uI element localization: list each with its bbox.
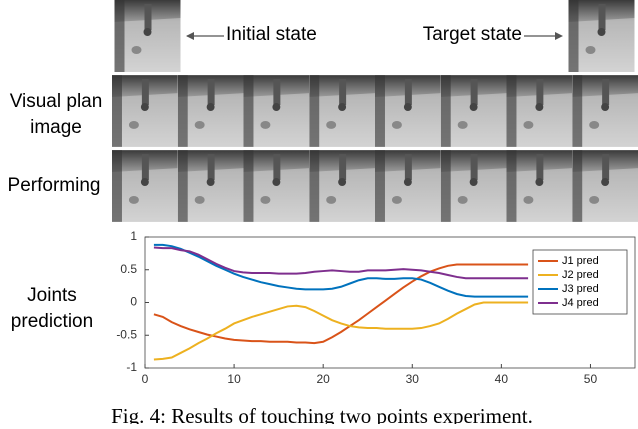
arrow-head	[186, 32, 194, 40]
image	[440, 75, 507, 147]
image	[568, 0, 635, 72]
y-tick-label: -0.5	[116, 327, 137, 341]
image	[572, 150, 638, 222]
x-tick-label: 50	[584, 372, 598, 386]
line	[153, 263, 529, 345]
image	[177, 75, 244, 147]
x-tick-label: 0	[142, 372, 149, 386]
chart: 0 10 20 30 40 50 -1 -0.5 0 0.5 1 J1 pred J2 pred J3 p…	[116, 229, 636, 386]
image	[112, 150, 178, 222]
line	[153, 301, 529, 361]
image	[309, 75, 375, 147]
label: Joints	[27, 285, 77, 306]
image	[572, 75, 638, 147]
label: Initial state	[226, 24, 317, 45]
label: prediction	[11, 311, 93, 332]
line	[153, 243, 529, 298]
image-grid	[112, 0, 638, 222]
label: Performing	[8, 175, 101, 196]
image	[375, 75, 441, 147]
line	[153, 246, 529, 280]
label: Target state	[423, 24, 522, 45]
image	[177, 150, 244, 222]
image	[440, 150, 507, 222]
label: image	[30, 117, 82, 138]
y-tick-label: 0.5	[120, 262, 137, 276]
y-tick-label: 0	[130, 295, 137, 309]
legend-label: J2 pred	[562, 269, 599, 281]
legend-label: J4 pred	[562, 297, 599, 309]
label: Visual plan	[10, 91, 103, 112]
x-tick-label: 30	[406, 372, 420, 386]
y-tick-label: -1	[126, 360, 137, 374]
image	[243, 75, 310, 147]
legend-label: J1 pred	[562, 255, 599, 267]
x-tick-label: 10	[227, 372, 241, 386]
x-tick-label: 20	[317, 372, 331, 386]
image	[114, 0, 181, 72]
y-tick-label: 1	[130, 229, 137, 243]
image	[309, 150, 375, 222]
image	[506, 75, 573, 147]
legend-label: J3 pred	[562, 283, 599, 295]
x-tick-label: 40	[495, 372, 509, 386]
caption: Fig. 4: Results of touching two points e…	[111, 404, 533, 424]
image	[506, 150, 573, 222]
image	[375, 150, 441, 222]
image	[112, 75, 178, 147]
image	[243, 150, 310, 222]
arrow-head	[555, 32, 563, 40]
